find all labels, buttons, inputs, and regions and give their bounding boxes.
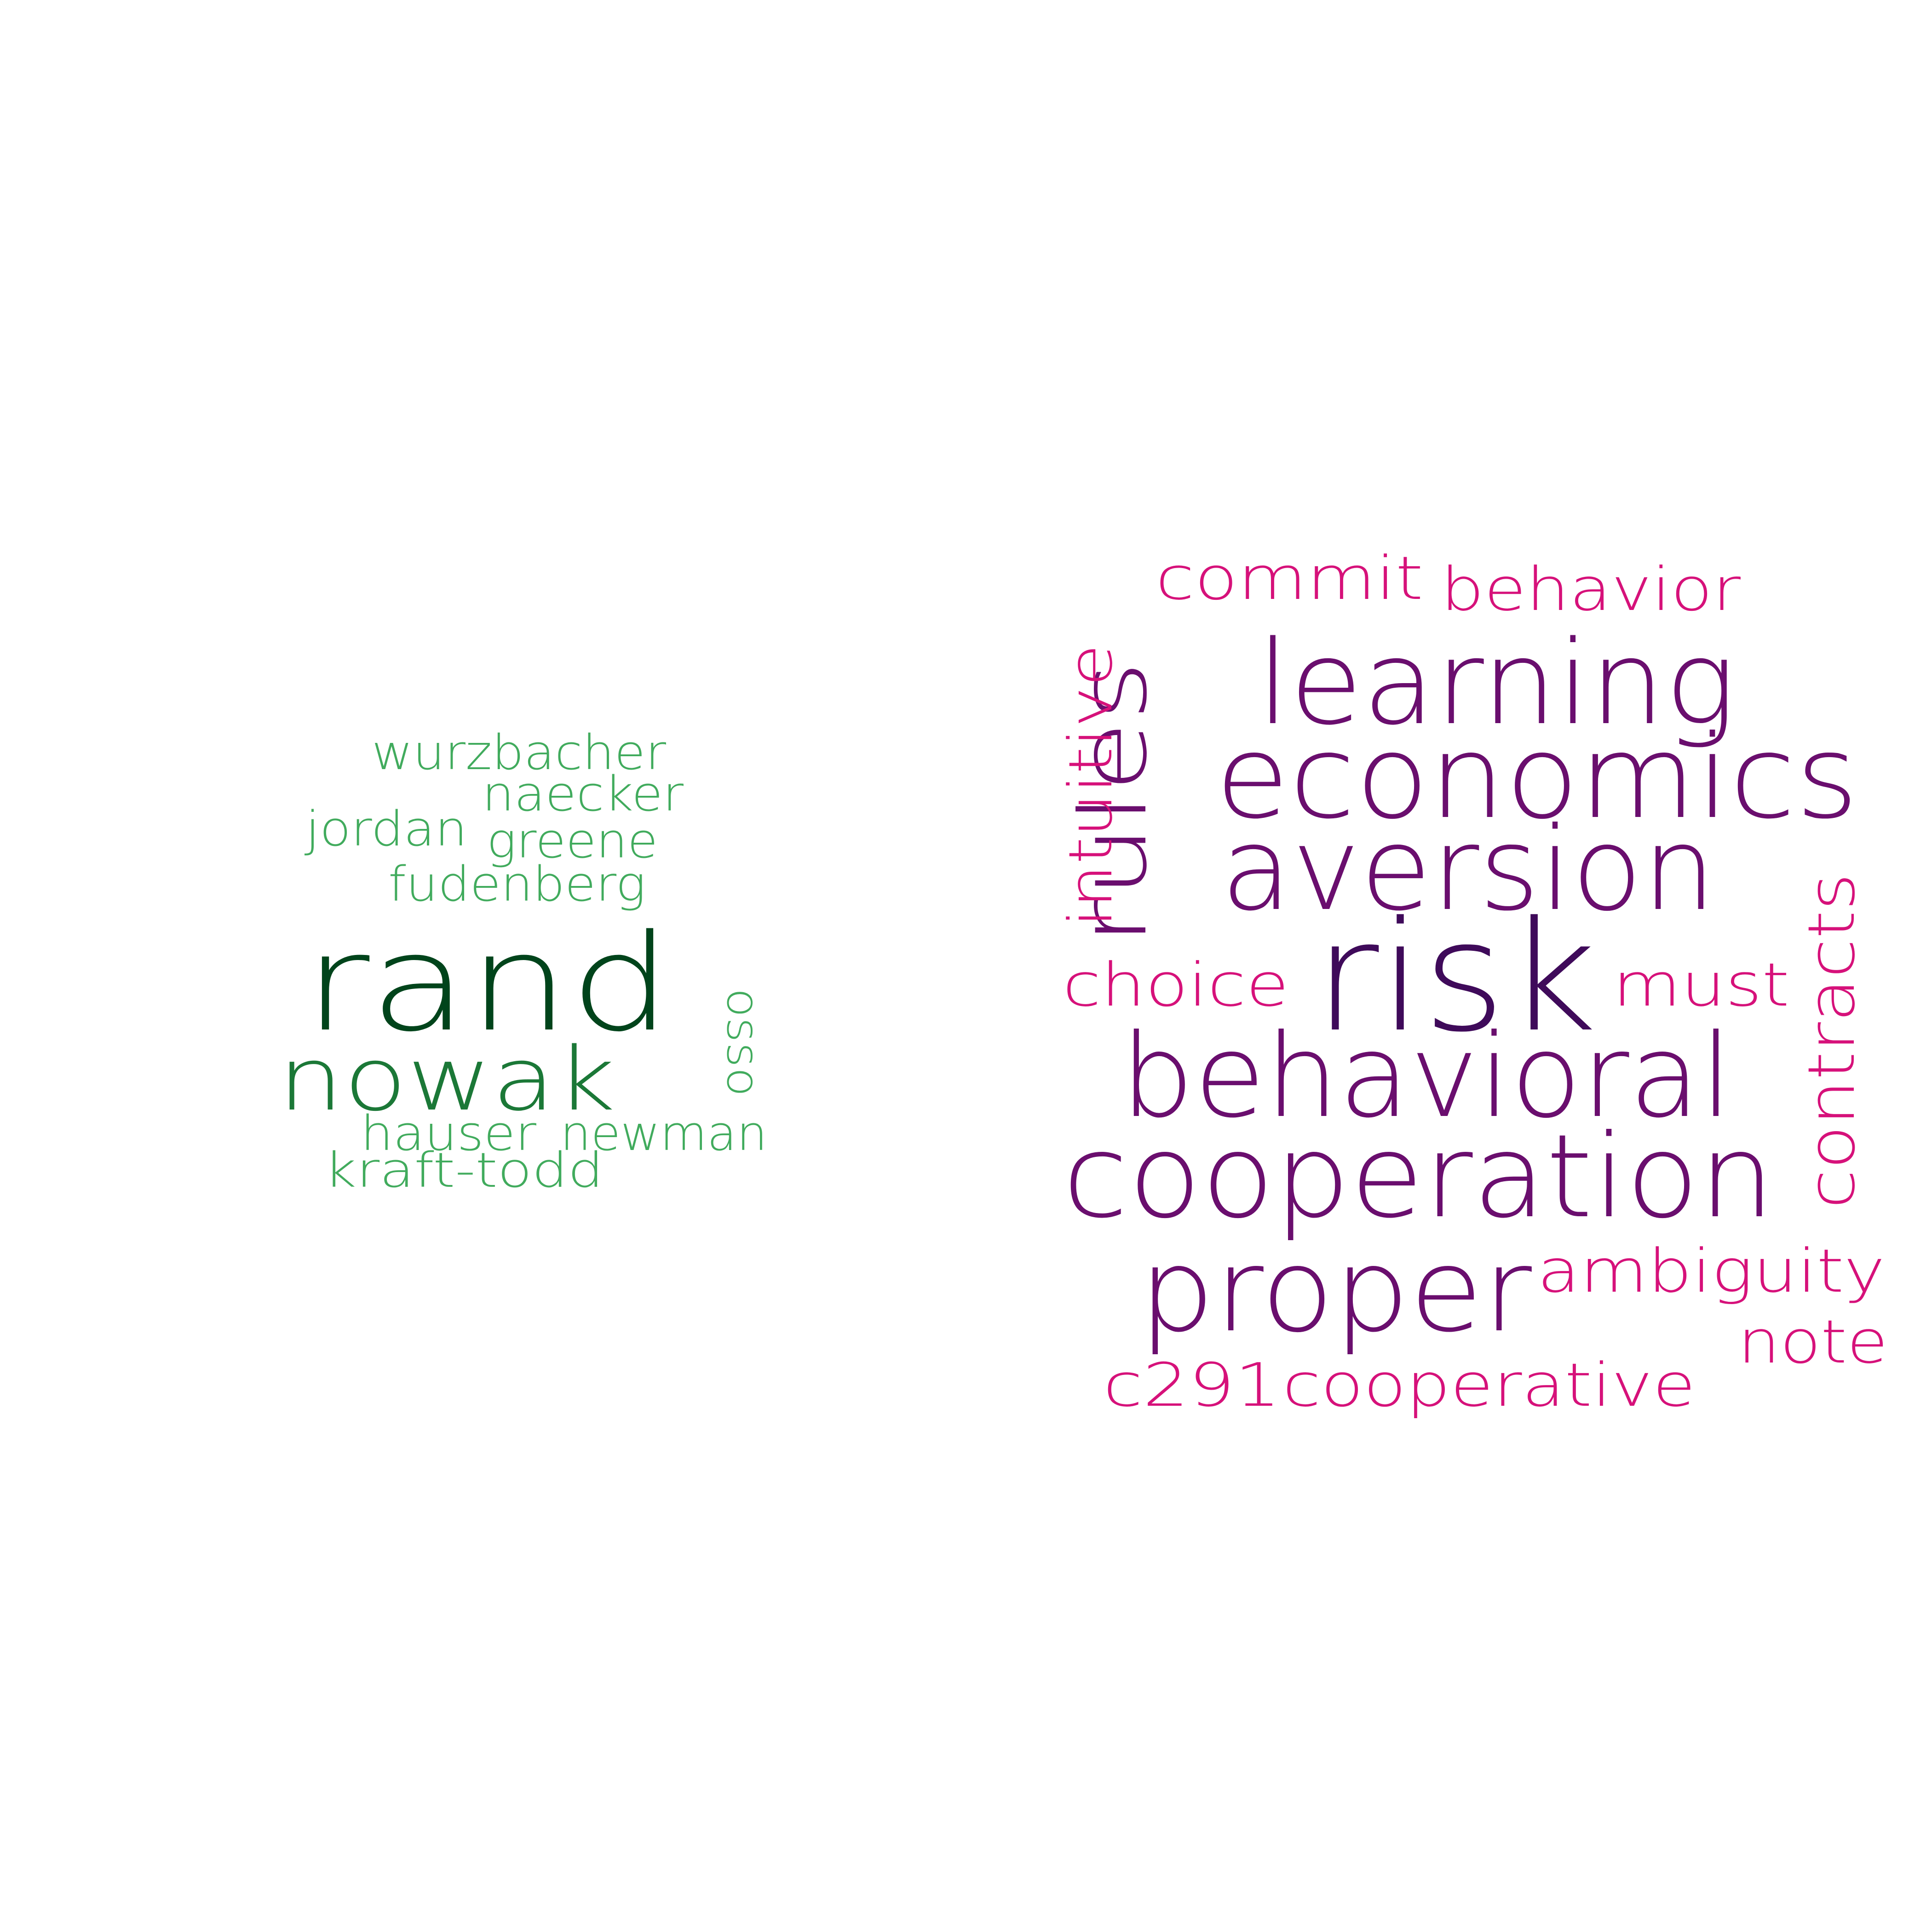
word-nowak: nowak (278, 1029, 615, 1130)
word-risk: risk (1314, 889, 1597, 1065)
right-word-cloud: commit behavior learning rules intuitive… (1056, 543, 1888, 1420)
word-cooperation: cooperation (1063, 1110, 1775, 1243)
left-word-cloud: wurzbacher naecker jordan greene fudenbe… (278, 724, 769, 1198)
word-fudenberg: fudenberg (388, 856, 646, 912)
word-economics: economics (1215, 710, 1858, 844)
word-ambiguity: ambiguity (1537, 1236, 1885, 1306)
word-newman: newman (560, 1105, 767, 1162)
word-wurzbacher: wurzbacher (372, 724, 666, 781)
word-behavioral: behavioral (1121, 1009, 1732, 1143)
word-choice: choice (1063, 950, 1289, 1020)
word-greene: greene (487, 813, 658, 869)
word-behavior: behavior (1441, 554, 1741, 624)
word-commit: commit (1156, 543, 1423, 613)
word-osso: osso (717, 988, 769, 1097)
word-learning: learning (1257, 616, 1736, 751)
word-rules: rules (1060, 661, 1167, 946)
word-proper: proper (1139, 1224, 1532, 1357)
word-contracts: contracts (1794, 873, 1869, 1209)
word-rand: rand (304, 906, 672, 1061)
word-intuitive: intuitive (1056, 644, 1126, 927)
word-jordan: jordan (305, 801, 467, 857)
word-aversion: aversion (1221, 802, 1716, 936)
word-naecker: naecker (482, 766, 684, 822)
word-note: note (1738, 1307, 1888, 1377)
word-kraft-todd: kraft-todd (324, 1142, 604, 1198)
word-must: must (1613, 950, 1789, 1020)
word-c291: c291 (1103, 1350, 1281, 1420)
word-hauser: hauser (361, 1105, 536, 1162)
word-cooperative: cooperative (1282, 1350, 1696, 1420)
